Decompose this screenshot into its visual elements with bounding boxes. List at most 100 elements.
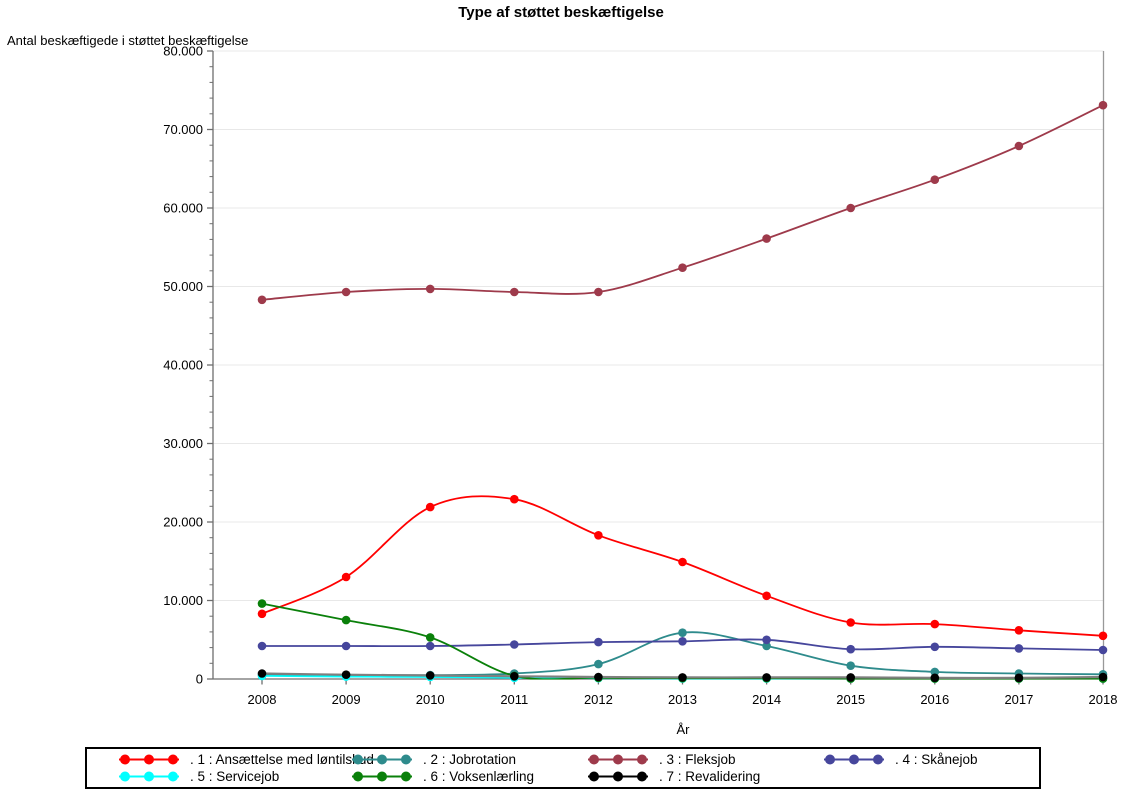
legend: . 1 : Ansættelse med løntilskud . 2 : Job… [85,747,1041,789]
x-tick-label: 2015 [836,692,865,707]
data-point-jobrotation-2013 [678,628,687,637]
y-tick-label: 0 [196,672,203,687]
data-point-ansaettelse-med-loentilskud-2018 [1098,631,1108,641]
series-markers-skaanejob [257,635,1108,655]
data-point-skaanejob-2015 [846,644,855,654]
legend-symbol-ansaettelse-med-loentilskud [119,754,179,765]
series-markers-ansaettelse-med-loentilskud [257,494,1108,641]
legend-label-ansaettelse-med-loentilskud: . 1 : Ansættelse med løntilskud [190,752,374,767]
data-point-revalidering-2016 [930,673,940,683]
legend-item-voksenlaerling: . 6 : Voksenlærling [349,768,585,785]
data-point-ansaettelse-med-loentilskud-2010 [425,502,435,512]
data-point-revalidering-2012 [594,672,603,682]
y-tick-label: 70.000 [163,122,203,137]
series-markers-jobrotation [257,628,1108,680]
data-point-skaanejob-2014 [762,635,771,645]
legend-symbol-servicejob [119,771,179,782]
legend-item-jobrotation: . 2 : Jobrotation [349,751,585,768]
legend-label-fleksjob: . 3 : Fleksjob [659,752,736,767]
data-point-revalidering-2015 [846,673,855,682]
legend-item-fleksjob: . 3 : Fleksjob [585,751,821,768]
data-point-jobrotation-2015 [846,661,855,670]
y-tick-label: 60.000 [163,201,203,216]
series-lines [261,104,1104,680]
y-tick-label: 40.000 [163,358,203,373]
legend-label-voksenlaerling: . 6 : Voksenlærling [423,769,535,784]
data-point-jobrotation-2014 [762,641,771,651]
data-point-ansaettelse-med-loentilskud-2017 [1014,626,1024,635]
x-tick-label: 2011 [500,692,528,707]
data-point-revalidering-2009 [341,670,351,679]
data-point-revalidering-2008 [257,669,267,678]
data-point-skaanejob-2009 [341,641,351,651]
data-point-fleksjob-2018 [1098,100,1108,110]
data-point-fleksjob-2009 [341,287,351,297]
y-tick-label: 30.000 [163,436,203,451]
x-tick-label: 2018 [1089,692,1118,707]
data-point-revalidering-2011 [510,672,519,681]
chart-title: Type af støttet beskæftigelse [458,4,664,21]
legend-symbol-revalidering [588,771,648,782]
x-tick-label: 2010 [416,692,445,707]
legend-label-skaanejob: . 4 : Skånejob [895,752,978,767]
data-point-revalidering-2018 [1098,672,1108,682]
data-point-fleksjob-2013 [678,263,687,273]
data-point-jobrotation-2012 [594,659,603,669]
data-point-skaanejob-2011 [510,640,519,649]
y-tick-label: 80.000 [163,44,203,59]
data-point-ansaettelse-med-loentilskud-2013 [678,557,687,567]
data-point-skaanejob-2010 [425,641,435,651]
data-point-ansaettelse-med-loentilskud-2011 [510,494,519,504]
data-point-voksenlaerling-2008 [257,599,267,608]
y-tick-label: 10.000 [163,593,203,608]
data-point-fleksjob-2011 [510,287,519,297]
plot-area: 0 10.000 20.000 30.000 40.000 50.000 60.000 70.… [163,44,1118,708]
data-point-ansaettelse-med-loentilskud-2014 [762,591,771,601]
data-point-fleksjob-2016 [930,175,940,184]
data-point-ansaettelse-med-loentilskud-2015 [846,618,855,627]
legend-label-servicejob: . 5 : Servicejob [190,769,280,784]
legend-symbol-skaanejob [824,754,884,765]
data-point-voksenlaerling-2009 [341,615,351,625]
legend-item-ansaettelse-med-loentilskud: . 1 : Ansættelse med løntilskud [116,751,374,768]
y-tick-label: 50.000 [163,279,203,294]
data-point-ansaettelse-med-loentilskud-2008 [257,609,267,619]
legend-symbol-voksenlaerling [352,771,412,782]
data-point-ansaettelse-med-loentilskud-2012 [594,531,603,540]
data-point-fleksjob-2008 [257,295,267,305]
x-tick-label: 2016 [920,692,949,707]
legend-label-revalidering: . 7 : Revalidering [659,769,761,784]
x-tick-label: 2017 [1004,692,1033,707]
data-point-skaanejob-2018 [1098,645,1108,655]
legend-item-skaanejob: . 4 : Skånejob [821,751,1039,768]
y-axis-title: Antal beskæftigede i støttet beskæftigel… [7,33,249,48]
data-point-fleksjob-2015 [846,203,855,213]
legend-item-revalidering: . 7 : Revalidering [585,768,821,785]
data-point-skaanejob-2013 [678,637,687,646]
x-tick-label: 2013 [668,692,697,707]
legend-label-jobrotation: . 2 : Jobrotation [423,752,517,767]
legend-symbol-fleksjob [588,754,648,765]
data-point-fleksjob-2010 [425,284,435,294]
data-point-revalidering-2014 [762,673,771,682]
legend-symbol-jobrotation [352,754,412,765]
y-tick-label: 20.000 [163,515,203,530]
data-point-revalidering-2013 [678,673,687,682]
data-point-skaanejob-2017 [1014,644,1024,653]
data-point-jobrotation-2016 [930,667,940,677]
x-tick-label: 2009 [332,692,361,707]
data-point-ansaettelse-med-loentilskud-2016 [930,619,940,629]
data-point-revalidering-2010 [425,671,435,680]
legend-item-servicejob: . 5 : Servicejob [116,768,349,785]
data-point-revalidering-2017 [1014,673,1024,683]
x-axis-title: År [676,722,690,737]
data-point-voksenlaerling-2010 [425,633,435,642]
x-tick-label: 2008 [248,692,277,707]
data-point-skaanejob-2016 [930,642,940,652]
series-markers-revalidering [257,669,1108,683]
data-point-skaanejob-2008 [257,641,267,651]
x-tick-label: 2014 [752,692,781,707]
data-point-ansaettelse-med-loentilskud-2009 [341,572,351,582]
data-point-fleksjob-2017 [1014,141,1024,151]
